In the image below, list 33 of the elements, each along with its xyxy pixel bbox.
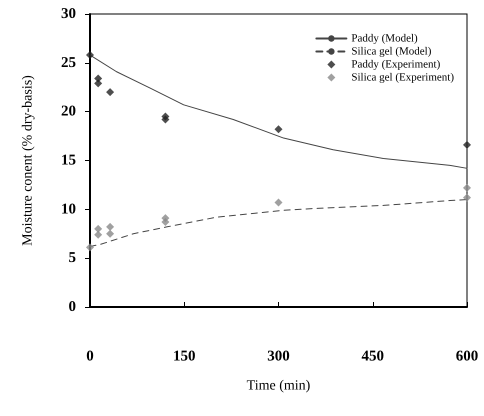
point — [274, 198, 282, 206]
point — [94, 230, 102, 239]
legend-label: Paddy (Model) — [351, 32, 418, 44]
y-axis-title: Moisture conent (% dry-basis) — [20, 74, 36, 246]
y-tick-label: 0 — [68, 299, 76, 315]
point — [161, 218, 170, 226]
y-tick-label: 15 — [61, 152, 76, 168]
point — [463, 194, 471, 202]
x-tick-label: 450 — [362, 348, 384, 364]
point — [86, 51, 94, 60]
x-tick-label: 300 — [267, 348, 290, 364]
legend-label: Silica gel (Model) — [351, 46, 432, 58]
x-tick-label: 600 — [456, 348, 478, 364]
point — [106, 222, 114, 231]
point — [94, 224, 102, 233]
point — [86, 243, 94, 252]
y-tick-label: 10 — [61, 201, 76, 218]
y-tick-label: 20 — [61, 104, 76, 120]
x-axis-title: Time (min) — [246, 378, 311, 394]
point — [161, 115, 170, 124]
point — [94, 79, 102, 88]
point — [274, 125, 282, 134]
x-tick-label: 0 — [86, 348, 94, 364]
point — [106, 230, 114, 238]
legend-label: Silica gel (Experiment) — [351, 72, 454, 84]
point — [106, 88, 114, 96]
point — [463, 184, 471, 192]
point — [463, 140, 471, 149]
x-tick-label: 150 — [173, 348, 196, 364]
y-tick-label: 25 — [61, 54, 76, 71]
y-tick-label: 5 — [68, 250, 76, 266]
y-tick-label: 30 — [61, 6, 76, 22]
legend-label: Paddy (Experiment) — [351, 58, 441, 70]
